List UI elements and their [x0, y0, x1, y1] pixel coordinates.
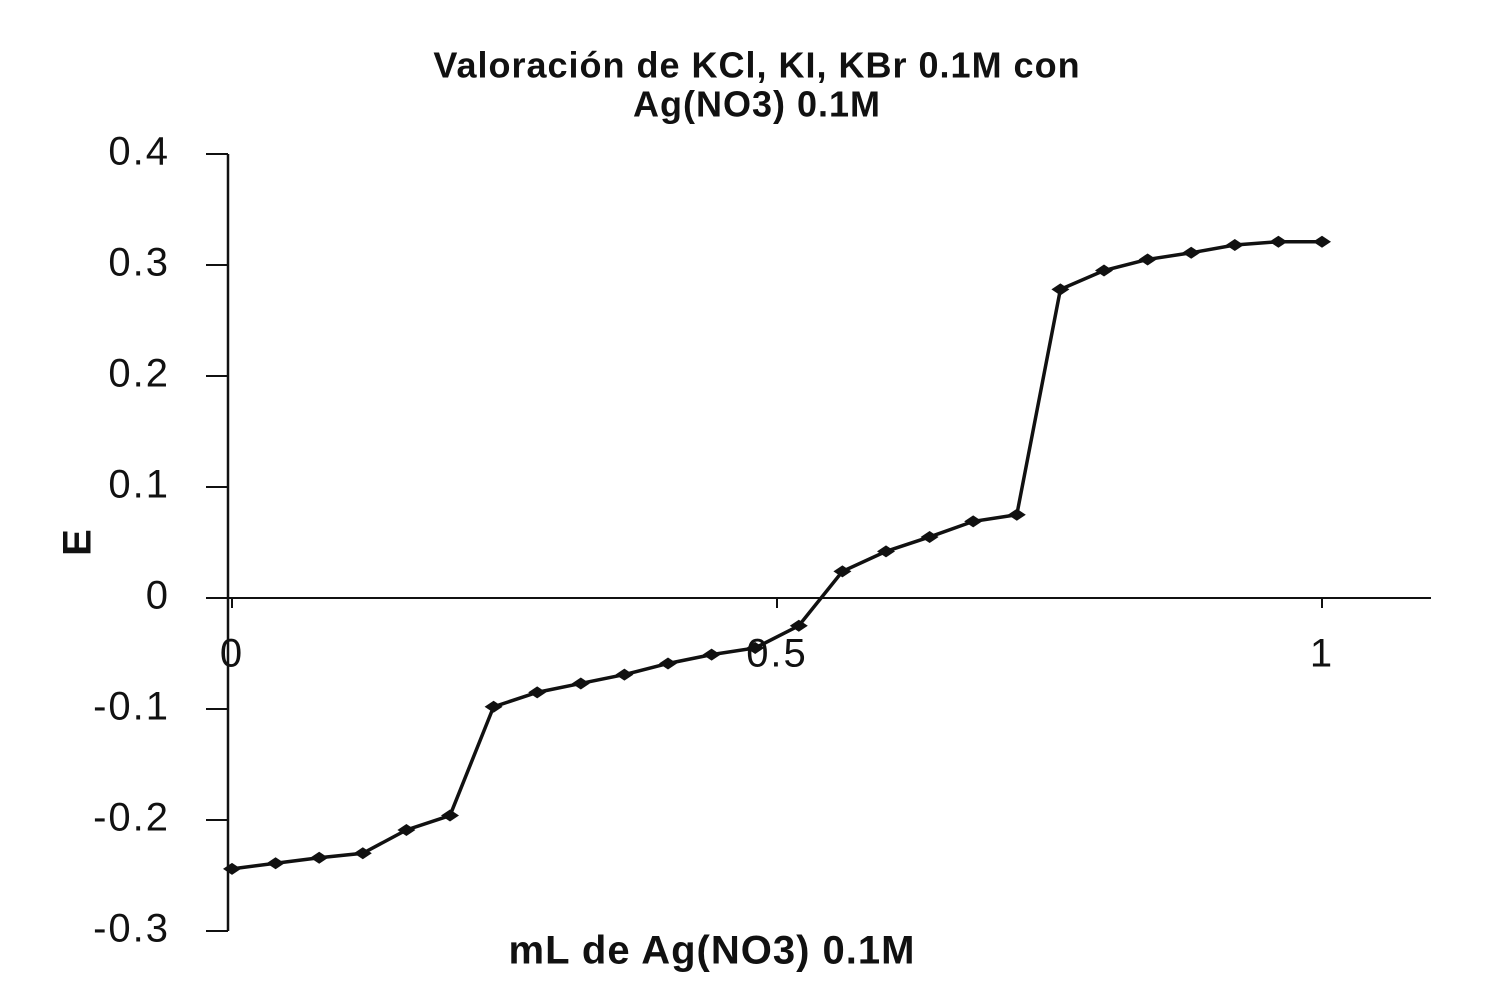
chart-title: Valoración de KCl, KI, KBr 0.1M con [433, 45, 1080, 86]
y-tick-label: 0 [146, 574, 170, 618]
y-axis-label: E [56, 528, 100, 556]
data-point [1225, 239, 1244, 252]
data-point [397, 823, 416, 836]
y-tick-label: 0.2 [108, 352, 170, 396]
data-point [659, 657, 677, 670]
data-point [571, 677, 590, 690]
y-tick-label: -0.1 [93, 685, 170, 729]
data-point [746, 641, 765, 654]
data-point [833, 565, 852, 578]
y-tick-label: 0.4 [108, 130, 170, 174]
y-tick-label: 0.1 [108, 463, 170, 507]
data-point [223, 862, 241, 875]
data-point [1313, 235, 1331, 248]
data-point [877, 545, 895, 558]
data-point [1007, 508, 1026, 521]
y-tick-label: 0.3 [108, 241, 170, 285]
data-point [353, 847, 372, 860]
data-point [1182, 246, 1201, 259]
data-point [441, 809, 459, 822]
data-point [920, 530, 939, 543]
chart-title: Ag(NO3) 0.1M [633, 84, 881, 125]
y-tick-label: -0.3 [93, 907, 170, 951]
data-line [231, 239, 1322, 871]
data-point [789, 619, 808, 632]
data-point [266, 857, 285, 870]
data-point [1095, 264, 1113, 277]
data-point [528, 686, 547, 699]
data-point [484, 700, 503, 713]
data-point [310, 851, 329, 864]
data-point [1269, 235, 1288, 248]
data-point [702, 648, 721, 661]
x-tick-label: 1 [1310, 632, 1334, 676]
data-point [1051, 283, 1070, 296]
data-point [964, 515, 983, 528]
y-tick-label: -0.2 [93, 796, 170, 840]
data-point [1138, 253, 1157, 266]
x-tick-label: 0 [220, 632, 244, 676]
x-axis-label: mL de Ag(NO3) 0.1M [509, 929, 916, 973]
data-point [615, 668, 634, 681]
